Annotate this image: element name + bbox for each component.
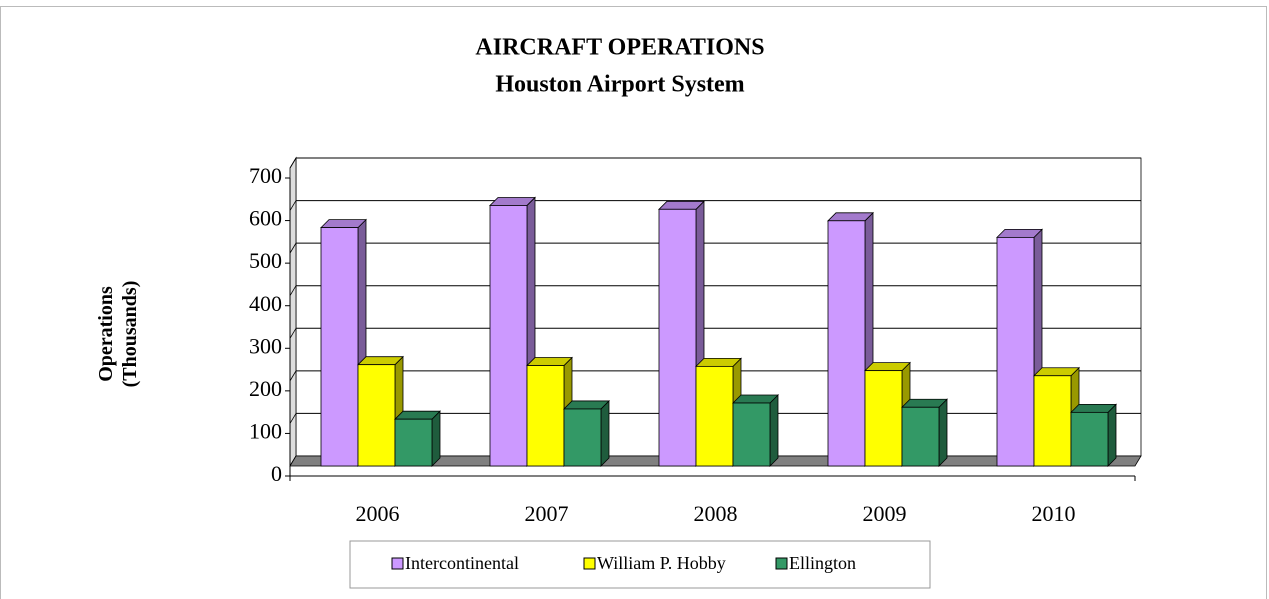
bar bbox=[394, 410, 441, 467]
grid-line bbox=[289, 242, 297, 254]
bar-top bbox=[658, 200, 705, 210]
bar-front bbox=[489, 205, 528, 467]
y-tick-label: 0 bbox=[271, 461, 282, 486]
y-tick-label: 300 bbox=[249, 333, 282, 358]
bar-top bbox=[526, 357, 573, 366]
bar-top bbox=[320, 219, 367, 229]
bar-top bbox=[996, 228, 1043, 238]
bar-side bbox=[431, 410, 441, 467]
y-tick-label: 200 bbox=[249, 376, 282, 401]
bar-top bbox=[1033, 367, 1080, 377]
bar-front bbox=[864, 370, 903, 467]
bar-front bbox=[996, 236, 1035, 467]
bar-top bbox=[901, 398, 948, 408]
legend bbox=[349, 540, 931, 589]
x-tick-label: 2006 bbox=[356, 501, 400, 526]
bar-front bbox=[658, 208, 697, 467]
bar-side bbox=[938, 398, 948, 467]
bar-side bbox=[1107, 403, 1117, 467]
chart-subtitle: Houston Airport System bbox=[495, 72, 744, 98]
y-axis-label: Operations (Thousands) bbox=[95, 281, 141, 388]
bar-front bbox=[1070, 411, 1109, 467]
bar-front bbox=[1033, 375, 1072, 467]
y-tick-label: 500 bbox=[249, 248, 282, 273]
x-tick-label: 2007 bbox=[525, 501, 569, 526]
grid-line bbox=[289, 413, 297, 424]
bar-front bbox=[827, 220, 866, 467]
bar-top bbox=[1070, 403, 1117, 413]
bar-top bbox=[563, 400, 610, 410]
bar-top bbox=[864, 362, 911, 372]
legend-swatch bbox=[583, 557, 596, 570]
legend-swatch bbox=[391, 557, 404, 570]
grid-line bbox=[289, 157, 297, 169]
bar bbox=[732, 394, 779, 467]
bar-front bbox=[526, 365, 565, 467]
bar-top bbox=[489, 197, 536, 206]
bar-front bbox=[357, 364, 396, 467]
grid-line bbox=[289, 200, 297, 211]
bar bbox=[901, 398, 948, 467]
chart-title: AIRCRAFT OPERATIONS bbox=[475, 35, 764, 61]
bar-top bbox=[732, 394, 779, 404]
bar-top bbox=[827, 212, 874, 222]
bar-top bbox=[357, 356, 404, 366]
bar-top bbox=[695, 357, 742, 367]
bar bbox=[563, 399, 610, 467]
bar-side bbox=[769, 394, 779, 467]
bar-front bbox=[563, 408, 602, 467]
bar bbox=[996, 228, 1043, 467]
bar-front bbox=[901, 406, 940, 467]
legend-swatch bbox=[775, 557, 788, 570]
y-tick-label: 400 bbox=[249, 291, 282, 316]
bar-top bbox=[394, 410, 441, 420]
bar-front bbox=[732, 402, 771, 467]
x-tick-label: 2009 bbox=[863, 501, 907, 526]
grid-line bbox=[289, 285, 297, 296]
bar bbox=[1070, 403, 1117, 467]
grid-line bbox=[289, 328, 297, 339]
legend-label: Ellington bbox=[789, 553, 856, 573]
bar-front bbox=[394, 418, 433, 467]
y-tick-label: 700 bbox=[249, 163, 282, 188]
bar-side bbox=[600, 399, 610, 467]
legend-label: Intercontinental bbox=[405, 553, 519, 573]
x-tick-label: 2008 bbox=[694, 501, 738, 526]
x-tick-label: 2010 bbox=[1032, 501, 1076, 526]
bar-front bbox=[695, 365, 734, 467]
legend-label: William P. Hobby bbox=[597, 553, 726, 573]
bar bbox=[695, 357, 742, 467]
grid-line bbox=[289, 370, 297, 382]
y-tick-label: 600 bbox=[249, 206, 282, 231]
y-axis-label-text: Operations (Thousands) bbox=[95, 281, 141, 388]
bar-front bbox=[320, 227, 359, 467]
y-tick-label: 100 bbox=[249, 418, 282, 443]
side-wall bbox=[289, 156, 297, 468]
